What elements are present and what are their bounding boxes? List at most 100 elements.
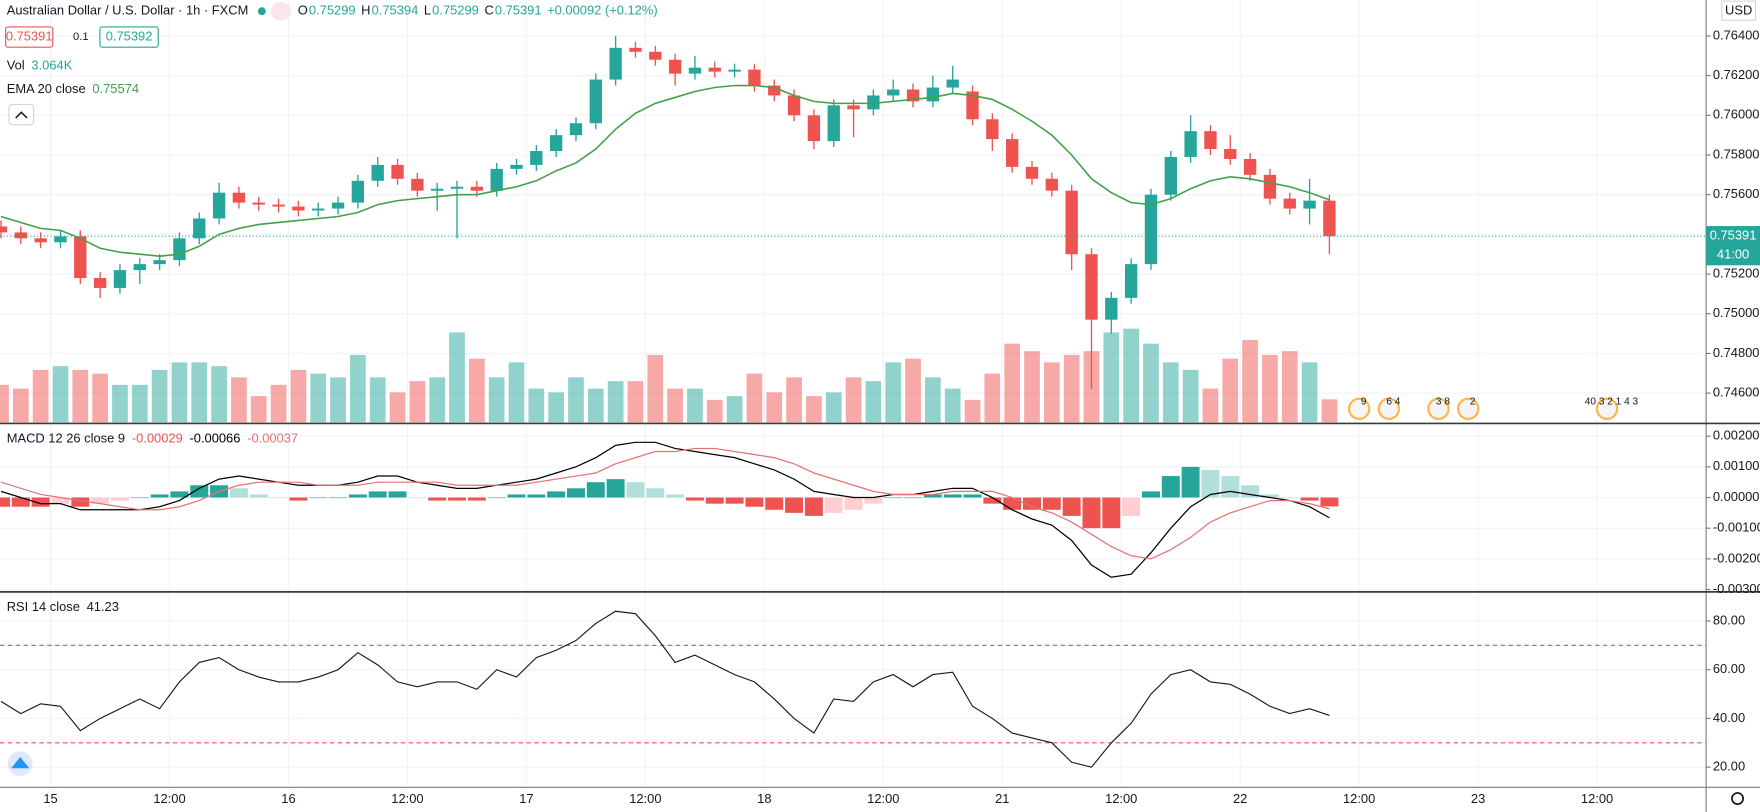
volume-bar [568,377,584,423]
macd-histogram-bar [765,497,784,510]
candle-body [153,260,166,265]
y-tick-label: 0.76200 [1713,67,1760,82]
settings-icon[interactable] [1731,792,1745,805]
last-price-box [1706,226,1760,266]
volume-bar [290,369,307,423]
candle-body [173,238,186,261]
macd-histogram-bar [745,497,764,507]
candle-body [113,270,127,288]
macd-histogram-bar [507,494,526,498]
candle-body [371,164,384,181]
candle-body [1085,254,1098,320]
candle-body [629,47,642,52]
candle-body [1065,190,1078,255]
macd-histogram-bar [150,494,169,498]
volume-bar [964,399,981,423]
volume-bar [231,377,247,423]
candle-body [1164,156,1177,195]
x-tick-label: 12:00 [153,791,185,806]
macd-histogram-bar [844,497,863,510]
macd-histogram-bar [0,497,10,507]
macd-legend-value: -0.00029 [132,431,183,446]
macd-histogram-bar [388,491,407,498]
y-tick-label: 0.75200 [1713,265,1760,280]
candle-body [1025,166,1039,179]
y-tick-label: 0.75600 [1713,186,1760,201]
volume-bar [508,362,525,423]
macd-histogram-bar [705,497,724,504]
macd-histogram-bar [408,497,427,499]
collapse-button[interactable] [8,103,35,126]
event-flag [1595,397,1619,421]
volume-bar [528,388,545,423]
ema-legend-value: 0.75574 [92,81,139,96]
candle-body [549,135,563,152]
y-tick-label: 80.00 [1713,612,1745,627]
volume-bar [1262,354,1278,423]
volume-bar [865,381,882,423]
macd-line [0,441,1330,578]
macd-histogram-bar [309,497,328,499]
macd-histogram-bar [626,482,645,498]
candle-body [966,91,979,120]
ohlc-label: H [361,3,370,18]
candle-body [728,69,741,72]
event-flag [1347,397,1371,421]
macd-histogram-bar [666,494,685,498]
y-tick-label: 0.74600 [1713,385,1760,400]
volume-bar [627,381,644,423]
price-change: +0.00092 (+0.12%) [547,3,657,18]
macd-histogram-bar [725,497,744,504]
volume-bar [92,373,108,423]
x-tick-label: 21 [995,791,1009,806]
currency-box[interactable] [1721,0,1757,21]
candle-body [510,164,523,169]
x-tick-label: 12:00 [1105,791,1137,806]
volume-bar [1103,332,1120,423]
rsi-legend-value: 41.23 [87,599,119,614]
status-dot [257,7,266,16]
macd-histogram-bar [547,491,566,498]
y-tick-label: 20.00 [1713,759,1745,774]
macd-histogram-bar [1161,476,1180,498]
volume-bar [1143,343,1159,423]
macd-histogram-bar [71,497,90,507]
volume-bar [0,384,9,423]
x-tick-label: 17 [519,791,533,806]
macd-histogram-bar [1141,491,1160,498]
volume-bar [1202,388,1219,423]
volume-bar [746,373,763,423]
ask-price: 0.75392 [106,28,153,43]
macd-histogram-bar [368,491,387,498]
macd-histogram-bar [348,494,367,498]
macd-histogram-bar [1221,476,1240,498]
macd-histogram-bar [110,497,129,501]
candle-body [827,105,840,142]
y-tick-label: 0.00100 [1713,458,1760,473]
candle-body [0,226,8,233]
candle-body [331,202,345,209]
y-tick-label: -0.00100 [1713,520,1760,535]
candle-body [34,238,47,243]
macd-histogram-bar [487,497,506,499]
macd-histogram-bar [884,497,903,499]
macd-histogram-bar [1300,497,1319,501]
macd-line [0,447,1330,560]
spread: 0.1 [73,31,89,43]
candle-body [668,59,682,74]
macd-histogram-bar [467,497,486,501]
macd-legend-value: -0.00037 [247,431,298,446]
macd-histogram-bar [130,497,149,499]
volume-bar [845,377,862,423]
bid-price: 0.75391 [6,28,53,43]
macd-histogram-bar [943,494,962,498]
x-tick-label: 23 [1471,791,1485,806]
candle-body [1006,139,1019,167]
volume-bar [1162,362,1179,423]
volume-bar [1024,351,1040,423]
volume-bar [350,354,366,423]
candle-body [589,79,602,124]
volume-bar [409,381,426,423]
candle-body [411,178,424,191]
